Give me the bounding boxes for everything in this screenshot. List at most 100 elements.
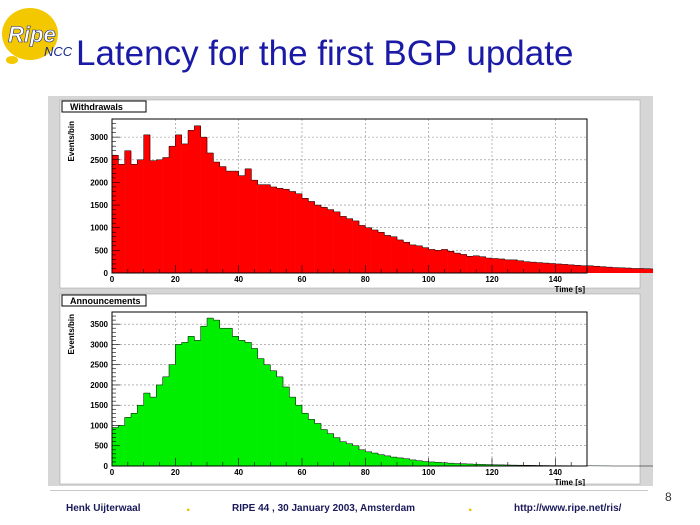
withdrawals-bar (637, 268, 645, 273)
announcements-bar (378, 454, 385, 466)
withdrawals-bar (631, 268, 638, 273)
withdrawals-bar (580, 265, 588, 273)
withdrawals-bar (245, 168, 252, 273)
announcements-bar (219, 328, 227, 466)
withdrawals-bar (365, 227, 372, 273)
page-number: 8 (665, 490, 672, 504)
withdrawals-bar (416, 245, 423, 273)
announcements-bar (213, 320, 220, 466)
announcements-bar (308, 419, 315, 466)
withdrawals-y-tick-label: 500 (95, 246, 109, 255)
announcements-bar (112, 427, 119, 466)
withdrawals-x-tick-label: 120 (485, 275, 499, 284)
logo-bubble (2, 8, 58, 60)
announcements-bar (492, 464, 499, 466)
withdrawals-bar (276, 188, 284, 273)
announcements-bar (498, 464, 505, 466)
withdrawals-bar (188, 130, 195, 273)
withdrawals-bar (257, 184, 265, 273)
withdrawals-bar (390, 236, 398, 273)
announcements-bar (321, 429, 328, 466)
withdrawals-y-tick-label: 3000 (90, 133, 108, 142)
announcements-bar (131, 413, 138, 466)
withdrawals-bar (479, 256, 486, 273)
withdrawals-bar (555, 263, 562, 273)
withdrawals-y-tick-label: 2000 (90, 178, 108, 187)
withdrawals-bar (213, 162, 220, 273)
announcements-bar (283, 386, 290, 466)
announcements-y-tick-label: 500 (95, 442, 109, 451)
withdrawals-bar (403, 242, 410, 273)
withdrawals-title: Withdrawals (70, 102, 123, 112)
withdrawals-bar (498, 258, 505, 273)
withdrawals-bar (264, 184, 271, 273)
withdrawals-bar (346, 218, 353, 273)
ripe-ncc-logo: Ripe NCC (2, 8, 73, 64)
announcements-x-tick-label: 40 (234, 468, 243, 477)
announcements-bar (333, 437, 341, 466)
announcements-bar (327, 433, 334, 466)
withdrawals-bar (466, 256, 474, 273)
announcements-y-tick-label: 3500 (90, 320, 108, 329)
announcements-x-tick-label: 140 (549, 468, 563, 477)
footer-author: Henk Uijterwaal (66, 503, 141, 514)
withdrawals-bar (378, 232, 385, 273)
announcements-bar (390, 457, 398, 466)
withdrawals-bar (200, 137, 208, 273)
announcements-bar (169, 364, 176, 466)
announcements-bar (264, 364, 271, 466)
withdrawals-bar (517, 260, 524, 273)
announcements-bar (346, 443, 353, 466)
announcements-bar (479, 464, 486, 466)
withdrawals-bar (574, 265, 581, 273)
announcements-x-tick-label: 100 (422, 468, 436, 477)
announcements-y-tick-label: 0 (104, 462, 109, 471)
withdrawals-bar (340, 216, 347, 273)
announcements-bar (162, 376, 170, 466)
announcements-bar (295, 405, 303, 466)
withdrawals-bar (226, 171, 233, 273)
withdrawals-y-axis-label: Events/bin (67, 121, 76, 162)
withdrawals-x-tick-label: 100 (422, 275, 436, 284)
withdrawals-bar (523, 261, 531, 273)
withdrawals-bar (295, 193, 303, 273)
footer-separator-1: . (186, 498, 191, 515)
logo-text-main: Ripe (8, 22, 56, 47)
withdrawals-bar (327, 209, 334, 273)
announcements-bar (200, 326, 208, 466)
announcements-bar (428, 461, 436, 466)
footer-url[interactable]: http://www.ripe.net/ris/ (514, 503, 622, 514)
announcements-bar (270, 370, 277, 466)
announcements-bar (175, 344, 182, 466)
announcements-bar (403, 458, 410, 466)
withdrawals-bar (124, 150, 132, 273)
withdrawals-bar (454, 253, 461, 273)
announcements-bar (384, 455, 391, 466)
announcements-bar (460, 463, 467, 466)
announcements-bar (226, 328, 233, 466)
withdrawals-bar (150, 160, 157, 273)
withdrawals-bar (650, 268, 653, 273)
announcements-x-tick-label: 0 (110, 468, 115, 477)
withdrawals-y-tick-label: 1500 (90, 201, 108, 210)
withdrawals-bar (118, 164, 125, 273)
withdrawals-bar (568, 264, 575, 273)
withdrawals-bar (409, 244, 417, 273)
withdrawals-x-axis-label: Time [s] (554, 285, 585, 294)
announcements-bar (156, 384, 163, 466)
withdrawals-bar (333, 211, 341, 273)
withdrawals-bar (473, 255, 480, 273)
withdrawals-x-tick-label: 60 (298, 275, 307, 284)
footer-separator-2: . (468, 498, 473, 515)
withdrawals-bar (612, 267, 619, 273)
withdrawals-y-tick-label: 0 (104, 269, 109, 278)
withdrawals-bar (321, 207, 328, 273)
announcements-outline (111, 317, 653, 467)
announcements-y-tick-label: 1000 (90, 421, 108, 430)
withdrawals-x-tick-label: 140 (549, 275, 563, 284)
announcements-title: Announcements (70, 296, 141, 306)
announcements-bar (365, 451, 372, 466)
withdrawals-outline (111, 125, 653, 273)
announcements-bar (435, 462, 442, 466)
